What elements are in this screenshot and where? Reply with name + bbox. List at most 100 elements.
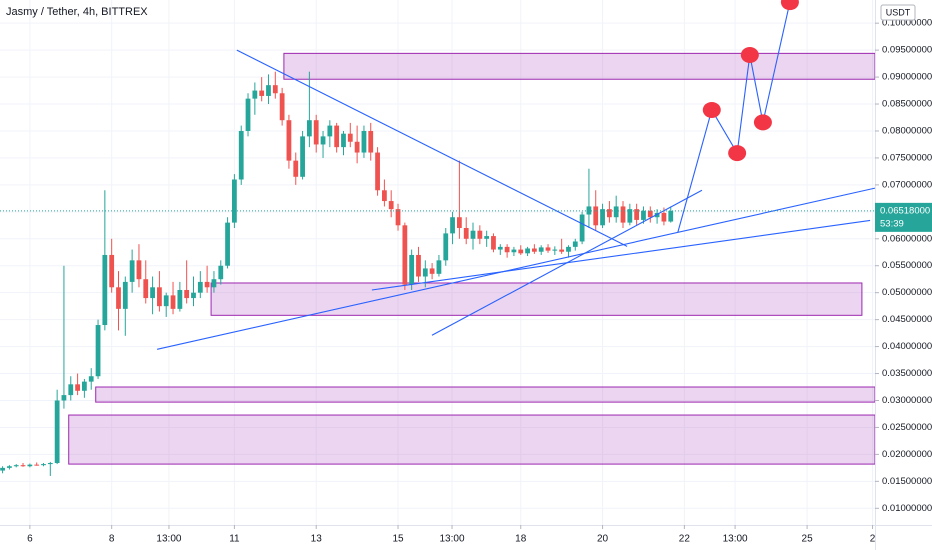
x-tick-label: 6	[27, 534, 33, 545]
candle-body	[491, 236, 496, 250]
candle-body	[422, 268, 428, 277]
candle-body	[572, 241, 578, 247]
y-tick-label: 0.05500000	[882, 260, 932, 271]
y-tick-label: 0.08000000	[882, 125, 932, 136]
x-tick-label: 25	[802, 534, 814, 545]
currency-box	[880, 4, 916, 21]
candle-body	[95, 325, 101, 377]
candle-body	[477, 230, 483, 239]
zones	[68, 52, 876, 465]
candle-body	[511, 249, 517, 253]
y-tick-label: 0.03000000	[882, 395, 932, 406]
candle-body	[497, 246, 503, 250]
candle-body	[204, 281, 210, 288]
projection-dot	[728, 145, 747, 162]
y-tick-label: 0.01500000	[882, 476, 932, 487]
last-price-box	[875, 202, 932, 232]
y-tick-label: 0.03500000	[882, 368, 932, 379]
candle-body	[68, 384, 74, 396]
candle-body	[647, 210, 653, 218]
candle-body	[157, 287, 162, 307]
candle-body	[518, 249, 524, 254]
trend-line	[236, 49, 628, 247]
candle-body	[109, 254, 115, 288]
candle-body	[531, 248, 537, 252]
candle-body	[252, 90, 258, 99]
candle-body	[661, 212, 667, 222]
candle-body	[620, 206, 626, 223]
x-tick-label: 13	[311, 534, 323, 545]
candle-body	[341, 133, 346, 148]
candle-body	[538, 247, 544, 252]
candle-body	[579, 214, 585, 242]
candle-body	[170, 295, 176, 309]
candle-body	[150, 287, 155, 299]
candle-body	[0, 467, 5, 471]
candle-body	[470, 230, 476, 239]
candle-body	[409, 254, 415, 285]
candle-body	[388, 201, 394, 210]
y-tick-label: 0.09000000	[882, 72, 932, 83]
candle-body	[211, 279, 217, 288]
zone	[95, 386, 876, 403]
candle-body	[347, 133, 353, 142]
x-tick-label: 18	[515, 534, 527, 545]
projection-dot	[753, 114, 772, 131]
candle-body	[436, 260, 442, 274]
projection-dot	[702, 101, 721, 118]
projection-dot	[740, 46, 759, 63]
candle-body	[313, 120, 319, 145]
candle-body	[300, 136, 305, 177]
candle-body	[266, 85, 271, 96]
candle-body	[245, 98, 251, 131]
candle-body	[525, 248, 530, 254]
candle-body	[443, 233, 449, 261]
candle-body	[272, 85, 278, 94]
candle-body	[375, 152, 380, 191]
candle-body	[552, 249, 558, 251]
candle-body	[463, 228, 469, 239]
x-tick-label: 2	[870, 534, 876, 545]
candle-body	[13, 465, 19, 467]
overlay	[0, 0, 876, 350]
candle-body	[75, 384, 80, 391]
candle-body	[641, 210, 646, 220]
candle-body	[600, 209, 605, 226]
candle-body	[279, 93, 285, 121]
candle-body	[129, 260, 135, 282]
projection-path	[677, 2, 791, 233]
currency-label: USDT	[886, 7, 911, 17]
trend-line	[431, 189, 703, 336]
candle-body	[102, 254, 108, 326]
candle-body	[607, 209, 612, 218]
candle-body	[88, 376, 94, 382]
candle-body	[354, 141, 360, 153]
x-tick-label: 11	[229, 534, 240, 545]
candle-body	[654, 212, 660, 218]
projection-dot	[780, 0, 799, 11]
candle-body	[566, 246, 571, 252]
candle-body	[327, 125, 333, 137]
candle-body	[82, 381, 87, 391]
candle-body	[402, 225, 408, 285]
candle-body	[218, 265, 224, 280]
candle-body	[382, 190, 387, 202]
candle-body	[177, 289, 183, 309]
candle-body	[122, 281, 128, 309]
candle-body	[47, 463, 53, 465]
x-tick-label: 8	[109, 534, 115, 545]
y-tick-label: 0.06000000	[882, 233, 932, 244]
candle-body	[545, 247, 551, 251]
candle-body	[136, 260, 142, 280]
candle-body	[395, 209, 401, 226]
candle-body	[41, 464, 46, 466]
candle-body	[197, 281, 203, 293]
y-tick-label: 0.07500000	[882, 152, 932, 163]
chart-title: Jasmy / Tether, 4h, BITTREX	[6, 6, 148, 18]
candle-body	[627, 209, 633, 223]
candle-body	[238, 130, 244, 180]
y-tick-label: 0.02000000	[882, 449, 932, 460]
trend-line	[156, 187, 876, 350]
